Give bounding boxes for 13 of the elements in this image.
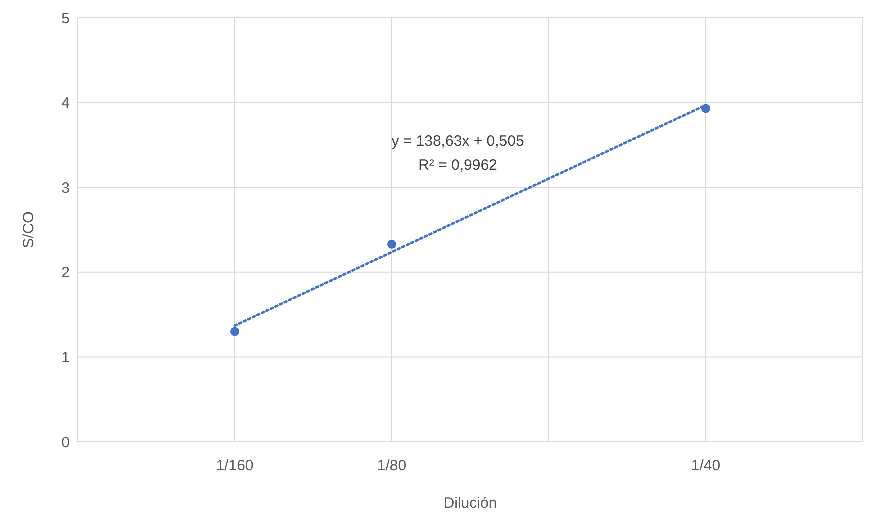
x-tick-label: 1/80 bbox=[377, 458, 407, 475]
y-tick-label: 0 bbox=[62, 434, 70, 452]
y-tick-label: 4 bbox=[62, 95, 70, 112]
annotation: y = 138,63x + 0,505 bbox=[390, 132, 526, 152]
x-tick-label: 1/40 bbox=[691, 458, 721, 475]
y-tick-label: 5 bbox=[62, 10, 70, 28]
x-tick-label: 1/160 bbox=[216, 458, 254, 475]
annotation: R² = 0,9962 bbox=[418, 156, 498, 176]
y-axis-title: S/CO bbox=[20, 212, 38, 248]
y-tick-label: 3 bbox=[62, 180, 70, 197]
y-tick-label: 1 bbox=[62, 350, 70, 367]
y-tick-label: 2 bbox=[62, 264, 70, 282]
x-axis-title: Dilución bbox=[444, 495, 498, 512]
